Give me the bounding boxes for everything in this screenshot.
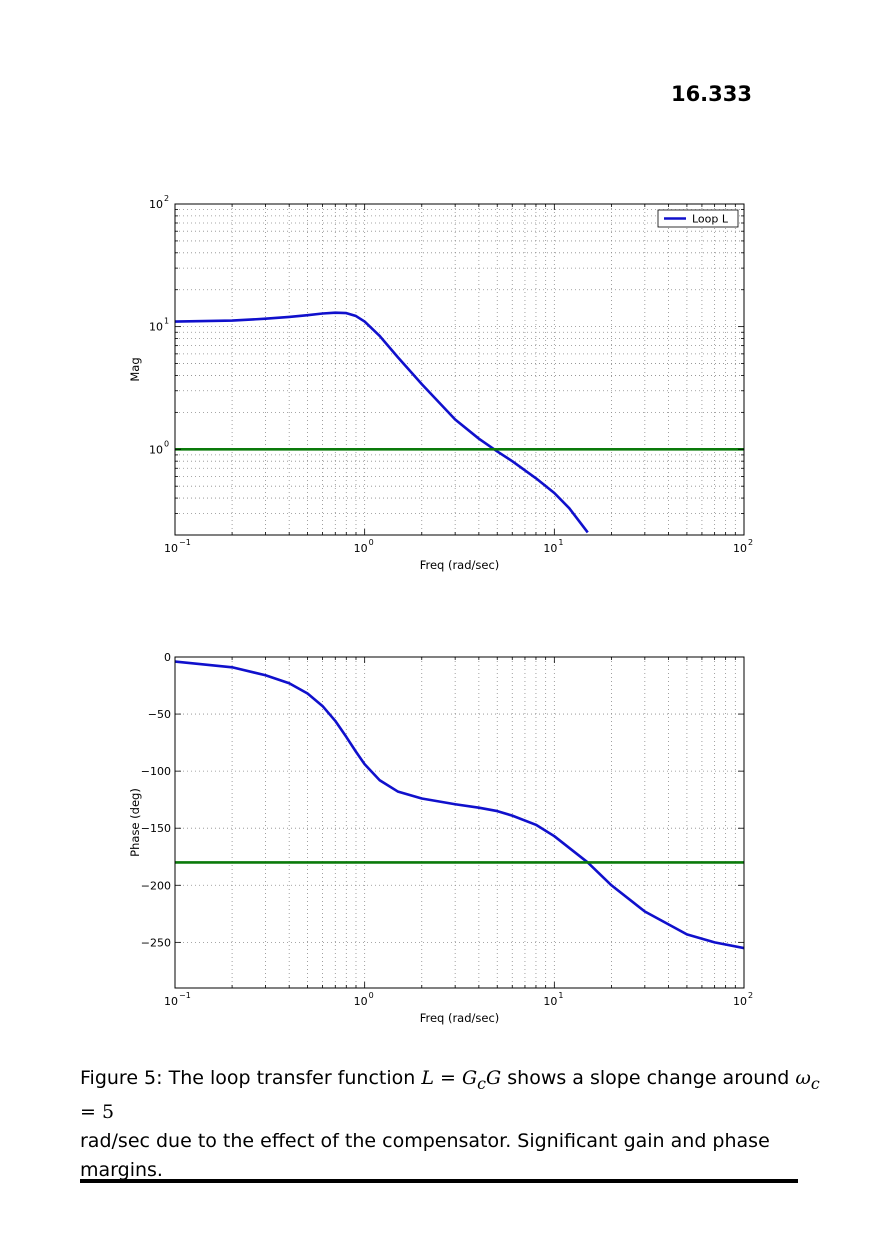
series-line-0 — [175, 660, 744, 950]
x-axis-label: Freq (rad/sec) — [420, 1011, 500, 1025]
legend: Loop L — [657, 209, 739, 228]
math-equals: = — [433, 1067, 462, 1089]
x-tick-exponent: 0 — [369, 991, 374, 1000]
caption-text-3: rad/sec due to the effect of the compens… — [80, 1129, 770, 1181]
y-tick-exponent: 1 — [164, 317, 169, 326]
math-sub-c: c — [477, 1073, 487, 1093]
y-tick-label: 0 — [164, 651, 171, 664]
x-tick-exponent: 2 — [748, 991, 753, 1000]
x-tick-label: 10 — [733, 995, 747, 1008]
y-axis-label: Mag — [128, 357, 142, 381]
x-tick-label: 10 — [354, 542, 368, 555]
y-tick-label: −250 — [141, 936, 171, 949]
x-axis-label: Freq (rad/sec) — [420, 558, 500, 572]
axes-frame — [174, 656, 745, 989]
page-number: 16.333 — [670, 82, 752, 106]
x-tick-exponent: −1 — [179, 991, 191, 1000]
footer-rule — [80, 1179, 798, 1183]
y-tick-label: −100 — [141, 765, 171, 778]
x-tick-label: 10 — [543, 542, 557, 555]
math-five: 5 — [101, 1100, 115, 1123]
math-omega: ω — [795, 1067, 811, 1089]
figure-caption: Figure 5: The loop transfer function L =… — [80, 1064, 820, 1185]
legend-label: Loop L — [692, 213, 729, 226]
y-tick-exponent: 0 — [164, 439, 169, 448]
plot-area — [175, 204, 744, 535]
caption-omega-expr: ωc = 5 — [80, 1067, 820, 1123]
y-tick-label: 10 — [149, 198, 163, 211]
caption-text-2: shows a slope change around — [507, 1067, 790, 1089]
caption-equation: L = GcG — [421, 1067, 502, 1093]
series-line-0 — [175, 311, 589, 534]
math-L: L — [421, 1067, 434, 1089]
plot-area — [175, 657, 744, 988]
x-tick-exponent: 1 — [558, 538, 563, 547]
y-tick-label: −150 — [141, 822, 171, 835]
caption-text-1: The loop transfer function — [168, 1067, 416, 1089]
x-tick-exponent: −1 — [179, 538, 191, 547]
x-tick-exponent: 0 — [369, 538, 374, 547]
math-omega-sub: c — [810, 1073, 820, 1093]
math-G: G — [486, 1067, 502, 1089]
x-tick-label: 10 — [164, 542, 178, 555]
math-Gc: G — [461, 1067, 478, 1089]
axes-frame — [174, 203, 745, 536]
x-tick-label: 10 — [164, 995, 178, 1008]
x-tick-label: 10 — [354, 995, 368, 1008]
y-axis-label: Phase (deg) — [128, 788, 142, 857]
y-tick-label: −50 — [148, 708, 171, 721]
y-tick-exponent: 2 — [164, 194, 169, 203]
x-tick-label: 10 — [543, 995, 557, 1008]
y-tick-label: 10 — [149, 443, 163, 456]
math-equals-2: = — [80, 1100, 102, 1123]
caption-label: Figure 5: — [80, 1067, 163, 1089]
x-tick-label: 10 — [733, 542, 747, 555]
x-tick-exponent: 1 — [558, 991, 563, 1000]
x-tick-exponent: 2 — [748, 538, 753, 547]
legend-box — [657, 209, 739, 228]
y-tick-label: −200 — [141, 879, 171, 892]
y-tick-label: 10 — [149, 321, 163, 334]
